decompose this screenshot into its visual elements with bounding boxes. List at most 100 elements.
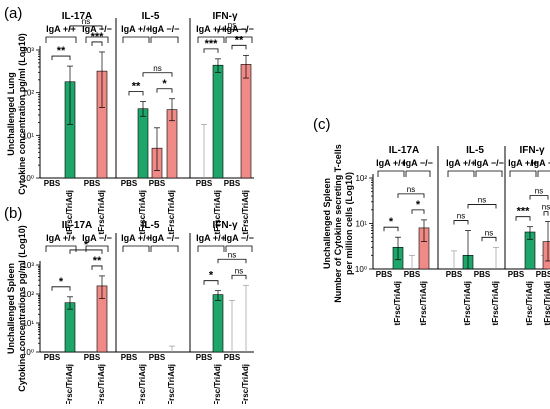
- significance-bracket: [156, 88, 173, 93]
- genotype-bracket: [150, 36, 179, 43]
- y-tick-label: 10⁰: [355, 265, 367, 274]
- genotype-bracket: [85, 245, 109, 252]
- y-axis-label: Unchallenged Lung: [6, 72, 16, 156]
- genotype-label: IgA +/+: [46, 24, 76, 34]
- significance-bracket: [383, 226, 399, 232]
- significance-label: ***: [205, 38, 219, 50]
- y-tick-label: 10¹: [22, 319, 34, 328]
- y-axis-label: Unchallenged Spleen: [6, 263, 16, 354]
- y-tick-label: 10¹: [355, 220, 367, 229]
- significance-label: ***: [517, 206, 531, 218]
- y-tick-label: 10²: [355, 174, 367, 183]
- significance-label: **: [132, 81, 141, 93]
- cytokine-title: IFN-γ: [213, 220, 238, 231]
- genotype-label: IgA +/+: [508, 158, 538, 168]
- y-tick-label: 10¹: [22, 131, 34, 140]
- x-tick-label: PBS: [446, 270, 463, 279]
- genotype-label: IgA −/−: [531, 158, 550, 168]
- significance-label: ns: [407, 185, 415, 194]
- x-tick-label: tFrsc/TriAdj: [241, 190, 250, 234]
- panel-1: (b) Unchallenged Spleen Cytokine concentra…: [4, 205, 254, 408]
- x-tick-label: PBS: [376, 270, 393, 279]
- genotype-label: IgA +/+: [376, 158, 406, 168]
- x-tick-label: PBS: [536, 270, 550, 279]
- genotype-bracket: [45, 36, 77, 43]
- genotype-label: IgA +/+: [46, 233, 76, 243]
- panel-0: (a) Unchallenged Lung Cytokine concentrati…: [4, 5, 254, 234]
- bar: [212, 294, 224, 353]
- genotype-label: IgA +/+: [196, 24, 226, 34]
- genotype-bracket: [509, 170, 537, 177]
- x-tick-label: tFrsc/TriAdj: [65, 364, 74, 404]
- significance-label: ns: [228, 20, 236, 29]
- x-tick-label: tFrsc/TriAdj: [138, 364, 147, 404]
- significance-bracket: [203, 48, 219, 53]
- significance-label: **: [235, 34, 244, 46]
- significance-label: ns: [457, 212, 465, 221]
- x-tick-label: tFrsc/TriAdj: [167, 190, 176, 234]
- significance-bracket: [481, 236, 497, 242]
- significance-label: ns: [535, 187, 543, 196]
- genotype-bracket: [225, 36, 253, 43]
- y-axis-label: Cytokine concentration pg/ml (Log10): [17, 33, 27, 195]
- x-tick-label: PBS: [404, 270, 421, 279]
- genotype-bracket: [405, 170, 431, 177]
- significance-label: *: [416, 199, 421, 211]
- y-axis-label: Cytokine concentrations pg/ml (Log10): [17, 225, 27, 392]
- x-tick-label: PBS: [44, 179, 61, 188]
- x-tick-label: tFrsc/TriAdj: [543, 281, 550, 325]
- significance-bracket: [91, 41, 103, 46]
- x-tick-label: tFrsc/TriAdj: [419, 281, 428, 325]
- x-tick-label: PBS: [44, 353, 61, 362]
- x-tick-label: PBS: [224, 179, 241, 188]
- significance-bracket: [69, 25, 103, 30]
- x-tick-label: tFrsc/TriAdj: [491, 281, 500, 325]
- significance-bracket: [467, 204, 497, 209]
- significance-label: ns: [235, 266, 243, 275]
- significance-bracket: [142, 72, 173, 77]
- x-tick-label: tFrsc/TriAdj: [241, 364, 250, 404]
- significance-bracket: [203, 280, 219, 285]
- genotype-bracket: [447, 170, 475, 177]
- significance-bracket: [91, 265, 103, 270]
- panel-label: (c): [313, 116, 331, 133]
- y-axis-label: Number of Cytokine secreting T-cells: [333, 144, 343, 303]
- bar: [542, 241, 550, 270]
- significance-bracket: [453, 220, 469, 225]
- significance-bracket: [529, 195, 549, 200]
- genotype-bracket: [537, 170, 550, 177]
- genotype-label: IgA −/−: [403, 158, 433, 168]
- x-tick-label: tFrsc/TriAdj: [213, 190, 222, 234]
- genotype-label: IgA −/−: [224, 233, 254, 243]
- significance-bracket: [51, 55, 71, 61]
- cytokine-title: IL-17A: [62, 220, 93, 231]
- y-axis-label: per million cells (Log10): [344, 172, 354, 275]
- y-tick-label: 10⁰: [22, 348, 34, 357]
- significance-label: **: [57, 45, 66, 57]
- genotype-label: IgA −/−: [82, 24, 112, 34]
- x-tick-label: PBS: [149, 179, 166, 188]
- significance-label: ns: [478, 196, 486, 205]
- panel-label: (b): [4, 205, 22, 222]
- significance-label: ns: [82, 17, 90, 26]
- genotype-label: IgA +/+: [446, 158, 476, 168]
- x-tick-label: PBS: [149, 353, 166, 362]
- cytokine-title: IFN-γ: [520, 145, 545, 156]
- significance-bracket: [515, 216, 531, 221]
- genotype-bracket: [122, 36, 150, 43]
- x-tick-label: PBS: [196, 179, 213, 188]
- significance-bracket: [217, 258, 247, 264]
- x-tick-label: tFrsc/TriAdj: [97, 190, 106, 234]
- x-tick-label: PBS: [196, 353, 213, 362]
- genotype-bracket: [150, 245, 179, 252]
- genotype-bracket: [45, 245, 77, 252]
- significance-bracket: [128, 91, 144, 96]
- x-tick-label: PBS: [224, 353, 241, 362]
- genotype-label: IgA −/−: [150, 24, 180, 34]
- genotype-label: IgA −/−: [82, 233, 112, 243]
- significance-bracket: [217, 28, 247, 34]
- panel-2: (c) Unchallenged Spleen Number of Cytokine…: [313, 116, 550, 325]
- significance-label: *: [209, 270, 214, 282]
- x-tick-label: PBS: [121, 353, 138, 362]
